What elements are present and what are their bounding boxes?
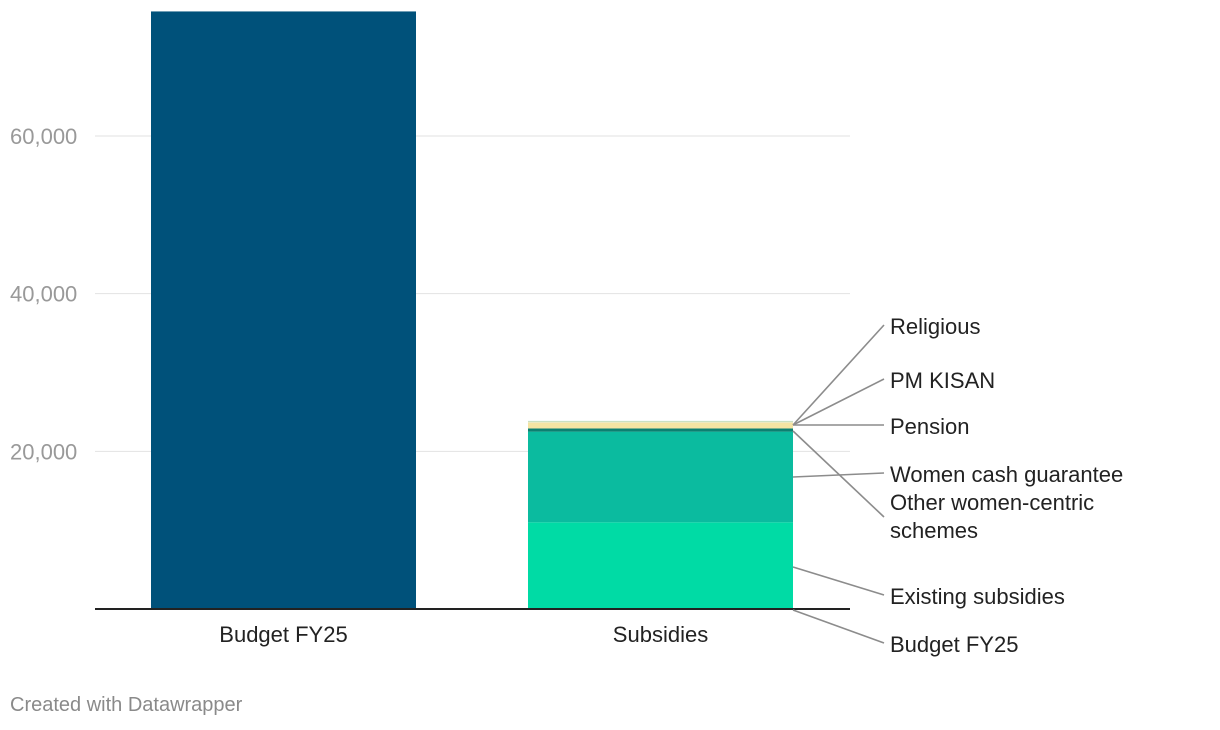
footer-credit: Created with Datawrapper — [10, 694, 243, 716]
bar-segment — [151, 11, 416, 609]
bar-segment — [528, 420, 793, 422]
segment-label: Pension — [890, 414, 970, 439]
bars — [151, 11, 793, 609]
segment-label: PM KISAN — [890, 368, 995, 393]
segment-label: Religious — [890, 314, 981, 339]
bar-segment — [528, 428, 793, 432]
x-category-label: Budget FY25 — [219, 622, 347, 647]
segment-label: Existing subsidies — [890, 584, 1065, 609]
segment-label-line: Other women-centric — [890, 490, 1094, 515]
leader-line — [792, 609, 885, 644]
bar-segment — [528, 431, 793, 523]
x-axis-labels: Budget FY25 Subsidies — [219, 622, 708, 647]
y-tick-label: 40,000 — [10, 282, 77, 307]
segment-label: Budget FY25 — [890, 632, 1018, 657]
y-axis-labels: 20,000 40,000 60,000 — [10, 124, 77, 464]
y-tick-label: 20,000 — [10, 439, 77, 464]
bar-segment — [528, 421, 793, 423]
segment-label: Women cash guarantee — [890, 462, 1123, 487]
leader-line — [792, 430, 885, 518]
segment-label-line: schemes — [890, 518, 978, 543]
y-tick-label: 60,000 — [10, 124, 77, 149]
leader-line — [792, 566, 885, 596]
leader-line — [792, 324, 885, 426]
stacked-bar-chart: Budget FY25 Subsidies 20,00040,00060,000 … — [10, 11, 1123, 657]
bar-segment — [528, 422, 793, 429]
segment-label: Other women-centric schemes — [890, 490, 1094, 543]
leader-line — [792, 378, 885, 426]
x-category-label: Subsidies — [613, 622, 708, 647]
segment-labels: Religious PM KISAN Pension Women cash guara… — [890, 314, 1123, 657]
segment-label-leaders — [792, 324, 885, 644]
bar-segment — [528, 522, 793, 609]
